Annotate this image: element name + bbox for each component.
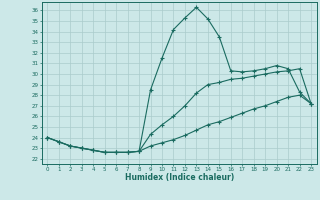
X-axis label: Humidex (Indice chaleur): Humidex (Indice chaleur) <box>124 173 234 182</box>
